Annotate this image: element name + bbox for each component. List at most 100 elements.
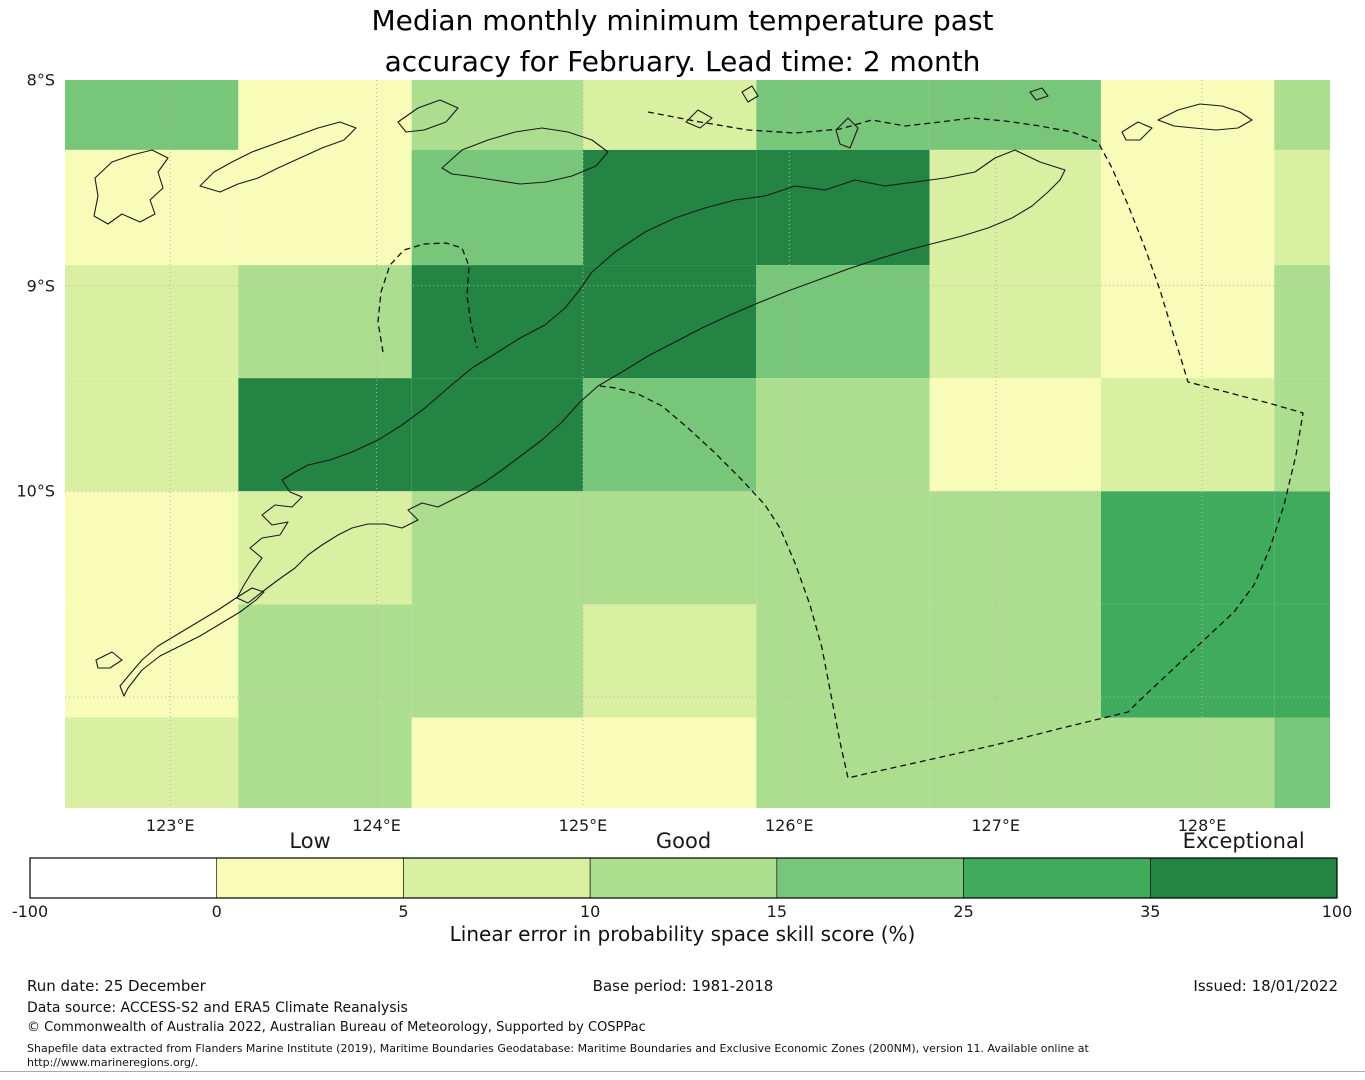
data-source-text: Data source: ACCESS-S2 and ERA5 Climate … xyxy=(27,1000,408,1016)
x-tick-label: 127°E xyxy=(971,816,1021,835)
x-tick-label: 125°E xyxy=(558,816,608,835)
chart-title-line2: accuracy for February. Lead time: 2 mont… xyxy=(384,44,981,78)
y-tick-label: 10°S xyxy=(16,481,55,501)
grid-cell xyxy=(1274,378,1330,492)
grid-cell xyxy=(756,378,930,492)
grid-cell xyxy=(756,717,930,808)
coastline-timor-island xyxy=(236,149,1066,604)
shapefile-attribution-url: http://www.marineregions.org/. xyxy=(27,1056,199,1069)
grid-cell xyxy=(1100,717,1275,808)
x-tick-label: 126°E xyxy=(765,816,814,835)
colorbar-tick-label: 35 xyxy=(1140,902,1161,921)
grid-cell xyxy=(1274,717,1330,808)
grid-cell xyxy=(65,265,239,379)
grid-cell xyxy=(411,265,583,379)
grid-cell xyxy=(929,604,1101,718)
grid-cell xyxy=(929,378,1101,492)
graticule xyxy=(65,80,1330,808)
base-period-text: Base period: 1981-2018 xyxy=(592,977,774,995)
grid-cell xyxy=(1100,491,1275,605)
grid-cell xyxy=(929,265,1101,379)
colorbar-category-label: Good xyxy=(655,829,712,853)
run-date-text: Run date: 25 December xyxy=(27,977,206,995)
grid-cell xyxy=(238,80,412,150)
colorbar-tick-label: 5 xyxy=(398,902,409,921)
chart-title-line1: Median monthly minimum temperature past xyxy=(371,4,994,37)
grid-cell xyxy=(238,604,412,718)
grid-cell xyxy=(1274,604,1330,718)
y-tick-label: 9°S xyxy=(26,276,55,296)
grid-cell xyxy=(582,378,757,492)
colorbar-axis-label: Linear error in probability space skill … xyxy=(449,922,916,946)
colorbar-category-label: Low xyxy=(289,829,331,853)
grid-cell xyxy=(929,149,1101,266)
copyright-text: © Commonwealth of Australia 2022, Austra… xyxy=(27,1020,646,1035)
colorbar-tick-label: 15 xyxy=(766,902,788,921)
colorbar-segment xyxy=(776,857,964,899)
grid-cell xyxy=(582,265,757,379)
colorbar-segment xyxy=(963,857,1151,899)
grid-cell xyxy=(756,491,930,605)
grid-cell xyxy=(1274,491,1330,605)
grid-cell xyxy=(411,149,583,266)
grid-cell xyxy=(1274,80,1330,150)
eez-boundary-dashed xyxy=(599,111,1304,779)
grid-cell xyxy=(238,378,412,492)
colorbar xyxy=(29,857,1338,899)
colorbar-tick-label: 100 xyxy=(1321,902,1353,921)
y-tick-label: 8°S xyxy=(26,70,55,90)
grid-cell xyxy=(929,491,1101,605)
grid-cell xyxy=(411,604,583,718)
grid-cell xyxy=(238,265,412,379)
eez-enclave-boundary-dashed xyxy=(377,242,478,353)
issued-date-text: Issued: 18/01/2022 xyxy=(1193,977,1338,995)
grid-cell xyxy=(582,491,757,605)
colorbar-segment xyxy=(403,857,591,899)
colorbar-tick-label: 25 xyxy=(953,902,974,921)
colorbar-tick-label: 0 xyxy=(211,902,222,921)
grid-cell xyxy=(65,491,239,605)
x-tick-label: 123°E xyxy=(145,816,195,835)
coastlines xyxy=(93,85,1253,697)
bottom-divider xyxy=(0,1071,1365,1072)
colorbar-segment xyxy=(216,857,404,899)
colorbar-tick-label: 10 xyxy=(579,902,601,921)
grid-cell xyxy=(1100,149,1275,266)
grid-cell xyxy=(929,80,1101,150)
grid-cell xyxy=(411,491,583,605)
grid-cell xyxy=(1274,265,1330,379)
grid-cell xyxy=(1100,604,1275,718)
grid-cell xyxy=(756,149,930,266)
coastline-small-islands xyxy=(93,85,1253,697)
grid-cell xyxy=(582,149,757,266)
eez-boundaries xyxy=(377,111,1304,779)
colorbar-frame xyxy=(29,857,1338,899)
grid-cell xyxy=(65,80,239,150)
colorbar-segment xyxy=(1149,857,1338,899)
grid-cell xyxy=(65,149,239,266)
grid-cell xyxy=(65,604,239,718)
heatmap-cells xyxy=(65,80,1330,808)
shapefile-attribution-line1: Shapefile data extracted from Flanders M… xyxy=(27,1042,1089,1055)
grid-cell xyxy=(411,717,583,808)
grid-cell xyxy=(238,717,412,808)
colorbar-segment xyxy=(29,857,218,899)
grid-cell xyxy=(756,604,930,718)
colorbar-segment xyxy=(589,857,778,899)
colorbar-tick-label: -100 xyxy=(11,902,49,921)
grid-cell xyxy=(238,149,412,266)
grid-cell xyxy=(582,604,757,718)
grid-cell xyxy=(929,717,1101,808)
x-tick-label: 128°E xyxy=(1177,816,1227,835)
grid-cell xyxy=(1100,80,1275,150)
grid-cell xyxy=(756,265,930,379)
grid-cell xyxy=(756,80,930,150)
grid-cell xyxy=(65,378,239,492)
grid-cell xyxy=(1100,265,1275,379)
grid-cell xyxy=(65,717,239,808)
x-tick-label: 124°E xyxy=(352,816,401,835)
grid-cell xyxy=(411,378,583,492)
grid-cell xyxy=(411,80,583,150)
